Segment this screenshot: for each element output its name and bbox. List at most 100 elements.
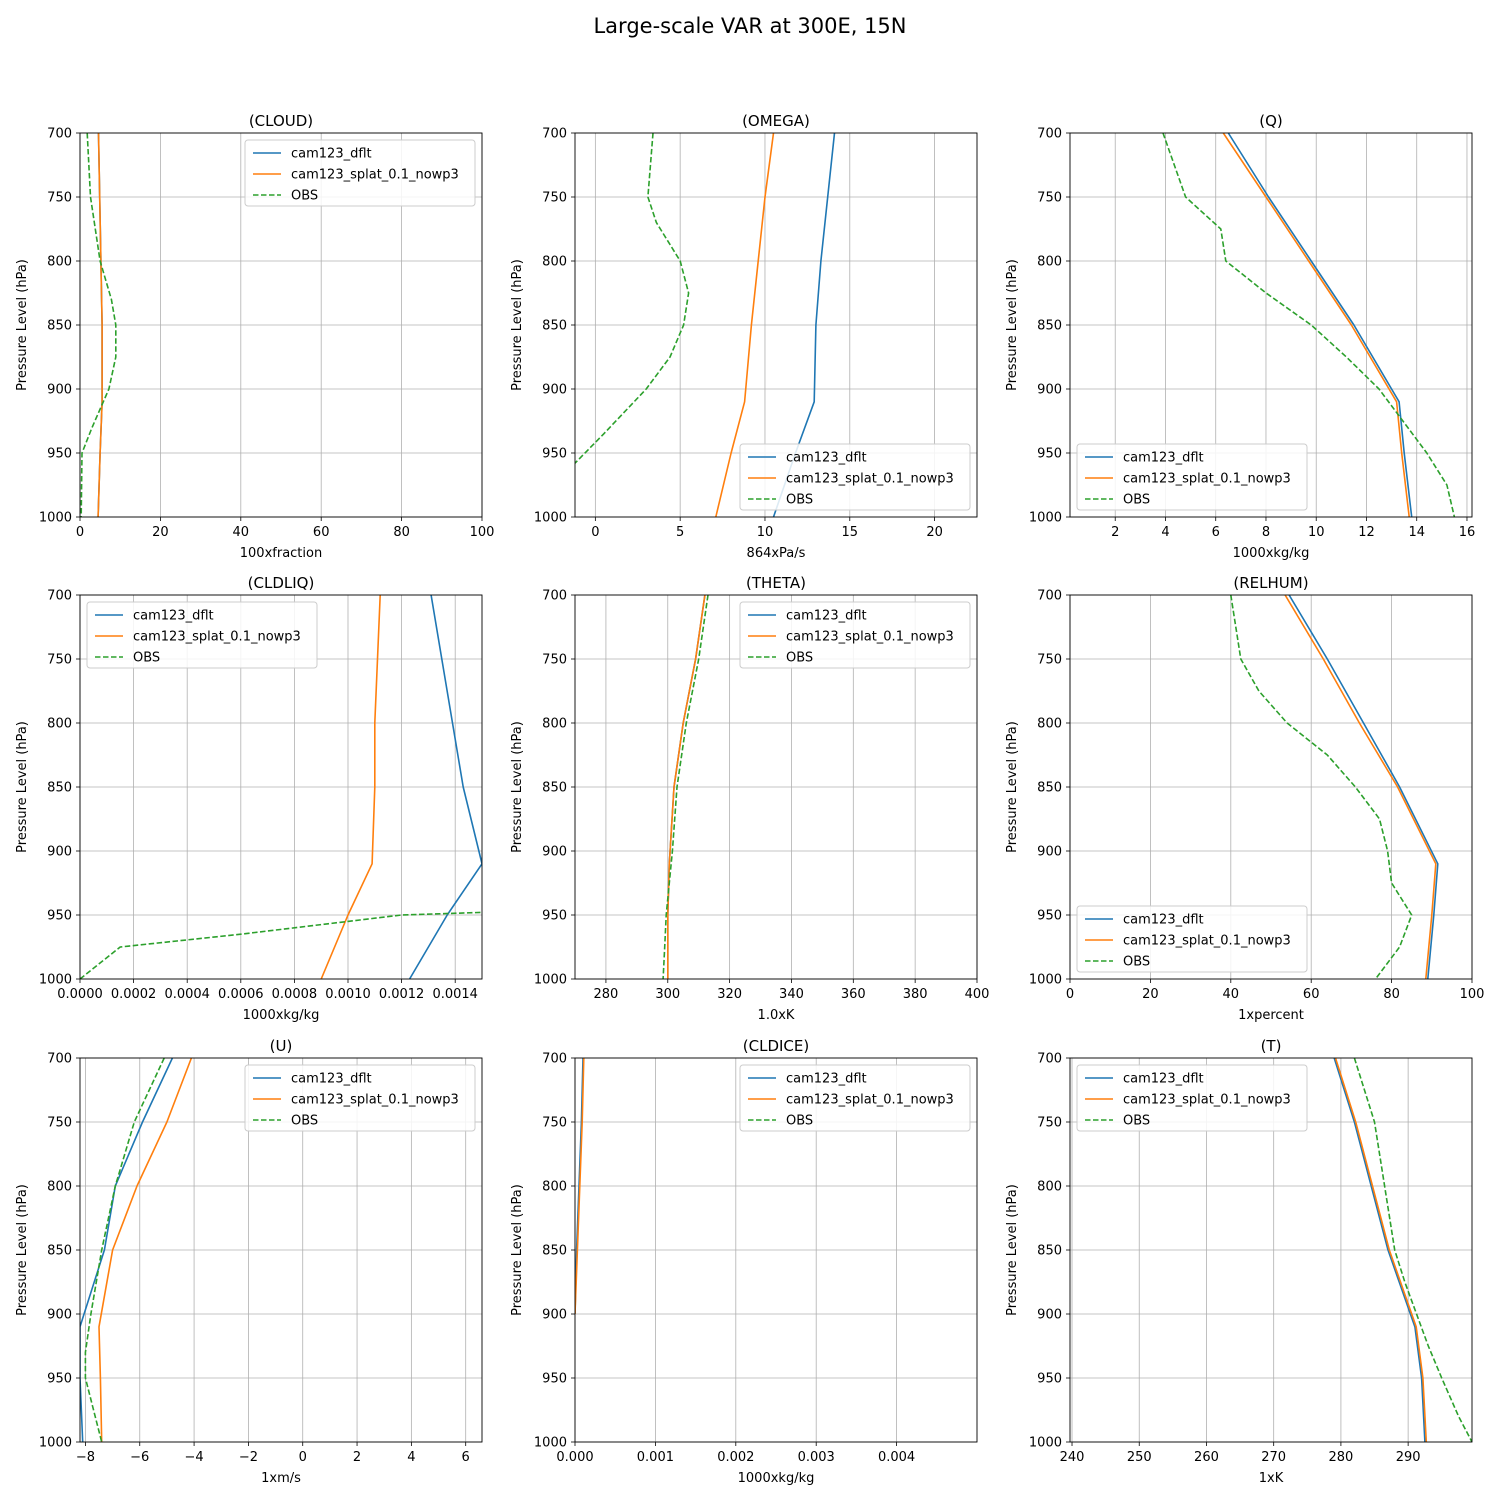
y-tick-label: 800 <box>47 255 72 270</box>
x-tick-label: 0.0010 <box>325 987 371 1002</box>
axes-frame <box>79 132 483 518</box>
x-tick-label: 340 <box>779 987 804 1002</box>
axes-frame <box>574 594 978 980</box>
y-tick-label: 700 <box>1037 127 1062 142</box>
y-axis-label: Pressure Level (hPa) <box>510 1184 525 1316</box>
y-tick-label: 850 <box>1037 1244 1062 1259</box>
legend-frame <box>1076 905 1308 973</box>
subplot-title: (T) <box>1261 1037 1282 1055</box>
y-tick-label: 700 <box>542 127 567 142</box>
x-tick-label: 380 <box>903 987 928 1002</box>
y-tick-label: 800 <box>542 255 567 270</box>
axes-frame <box>79 1057 483 1443</box>
subplot-relhum: 0 20 40 60 80 100 700 750 800 850 900 950 1000 (RELHU… <box>1005 574 1484 1023</box>
x-tick-label: 20 <box>926 525 943 540</box>
legend-frame <box>244 1064 476 1132</box>
y-tick-label: 900 <box>47 383 72 398</box>
subplot-t: 240 250 260 270 280 290 700 750 800 850 900 950 1000… <box>1005 1037 1473 1486</box>
legend: cam123_dflt cam123_splat_0.1_nowp3 OBS <box>1076 1064 1308 1132</box>
y-tick-label: 1000 <box>1029 511 1062 526</box>
y-tick-label: 800 <box>1037 1180 1062 1195</box>
series-line-cam123-splat-0-1-nowp3 <box>575 1058 585 1315</box>
legend-label: OBS <box>1123 493 1150 508</box>
legend-label: cam123_dflt <box>1123 1072 1204 1087</box>
y-tick-label: 900 <box>542 1308 567 1323</box>
x-tick-label: 16 <box>1459 525 1476 540</box>
x-tick-label: 80 <box>1383 987 1400 1002</box>
x-tick-label: 280 <box>594 987 619 1002</box>
axes-frame <box>1069 1057 1473 1443</box>
legend-label: cam123_dflt <box>133 609 214 624</box>
legend-label: cam123_splat_0.1_nowp3 <box>133 630 301 645</box>
y-tick-label: 800 <box>1037 717 1062 732</box>
y-tick-label: 800 <box>542 1180 567 1195</box>
legend: cam123_dflt cam123_splat_0.1_nowp3 OBS <box>739 1064 971 1132</box>
y-tick-label: 700 <box>542 589 567 604</box>
y-tick-label: 900 <box>1037 383 1062 398</box>
x-tick-label: 40 <box>1223 987 1240 1002</box>
y-tick-label: 850 <box>47 781 72 796</box>
series-line-obs <box>1353 1058 1472 1442</box>
y-tick-label: 850 <box>47 1244 72 1259</box>
y-tick-label: 950 <box>542 1372 567 1387</box>
y-axis-label: Pressure Level (hPa) <box>1005 259 1020 391</box>
y-axis-label: Pressure Level (hPa) <box>1005 721 1020 853</box>
axes-frame <box>1069 594 1473 980</box>
series-line-cam123-dflt <box>80 1058 174 1442</box>
y-tick-label: 900 <box>47 1308 72 1323</box>
legend-label: cam123_dflt <box>291 147 372 162</box>
legend: cam123_dflt cam123_splat_0.1_nowp3 OBS <box>86 601 318 669</box>
x-tick-label: 0 <box>299 1450 307 1465</box>
legend-label: cam123_dflt <box>1123 913 1204 928</box>
y-tick-label: 700 <box>542 1052 567 1067</box>
x-tick-label: 0.001 <box>637 1450 674 1465</box>
figure-title: Large-scale VAR at 300E, 15N <box>593 14 907 38</box>
y-axis-label: Pressure Level (hPa) <box>510 259 525 391</box>
series-line-obs <box>84 1058 165 1442</box>
legend-label: cam123_splat_0.1_nowp3 <box>291 168 459 183</box>
subplot-u: −8 −6 −4 −2 0 2 4 6 700 750 800 850 900 950 1000 (U) 1xm… <box>15 1037 483 1486</box>
x-tick-label: 80 <box>393 525 410 540</box>
x-tick-label: 100 <box>1460 987 1485 1002</box>
x-tick-label: 250 <box>1127 1450 1152 1465</box>
x-axis-label: 864xPa/s <box>747 546 806 561</box>
subplot-cloud: 0 20 40 60 80 100 700 750 800 850 900 950 1000 (CLOUD… <box>15 112 494 561</box>
x-tick-label: 0.0008 <box>272 987 318 1002</box>
legend: cam123_dflt cam123_splat_0.1_nowp3 OBS <box>1076 443 1308 511</box>
x-tick-label: −6 <box>130 1450 149 1465</box>
x-tick-label: 320 <box>717 987 742 1002</box>
legend-label: OBS <box>133 651 160 666</box>
series-line-cam123-splat-0-1-nowp3 <box>97 133 103 517</box>
series-line-cam123-splat-0-1-nowp3 <box>98 1058 193 1442</box>
y-tick-label: 800 <box>47 1180 72 1195</box>
x-tick-label: 100 <box>470 525 495 540</box>
x-tick-label: −8 <box>76 1450 95 1465</box>
legend-label: OBS <box>1123 955 1150 970</box>
x-tick-label: 0.0006 <box>218 987 264 1002</box>
y-axis-label: Pressure Level (hPa) <box>15 259 30 391</box>
x-tick-label: 14 <box>1408 525 1425 540</box>
y-tick-label: 750 <box>1037 653 1062 668</box>
x-tick-label: 300 <box>655 987 680 1002</box>
y-tick-label: 750 <box>47 1116 72 1131</box>
y-tick-label: 1000 <box>1029 973 1062 988</box>
series-line-cam123-dflt <box>1288 595 1439 979</box>
legend-label: cam123_splat_0.1_nowp3 <box>786 472 954 487</box>
y-tick-label: 950 <box>47 1372 72 1387</box>
subplot-omega: 0 5 10 15 20 700 750 800 850 900 950 1000 (OMEGA) 864… <box>510 112 978 561</box>
y-tick-label: 800 <box>47 717 72 732</box>
x-tick-label: 0.002 <box>717 1450 754 1465</box>
series-line-obs <box>80 911 482 979</box>
y-tick-label: 850 <box>1037 781 1062 796</box>
y-tick-label: 950 <box>1037 909 1062 924</box>
x-axis-label: 1000xkg/kg <box>1233 546 1310 561</box>
subplot-cldliq: 0.0000 0.0002 0.0004 0.0006 0.0008 0.0010 0.00… <box>15 574 483 1023</box>
series-line-cam123-splat-0-1-nowp3 <box>1284 595 1437 979</box>
x-tick-label: 12 <box>1358 525 1375 540</box>
series-line-cam123-dflt <box>408 595 482 979</box>
subplot-cldice: 0.000 0.001 0.002 0.003 0.004 700 750 800 850 900… <box>510 1037 978 1486</box>
legend: cam123_dflt cam123_splat_0.1_nowp3 OBS <box>1076 905 1308 973</box>
y-tick-label: 750 <box>1037 1116 1062 1131</box>
series-line-obs <box>575 133 690 464</box>
x-tick-label: 5 <box>676 525 684 540</box>
